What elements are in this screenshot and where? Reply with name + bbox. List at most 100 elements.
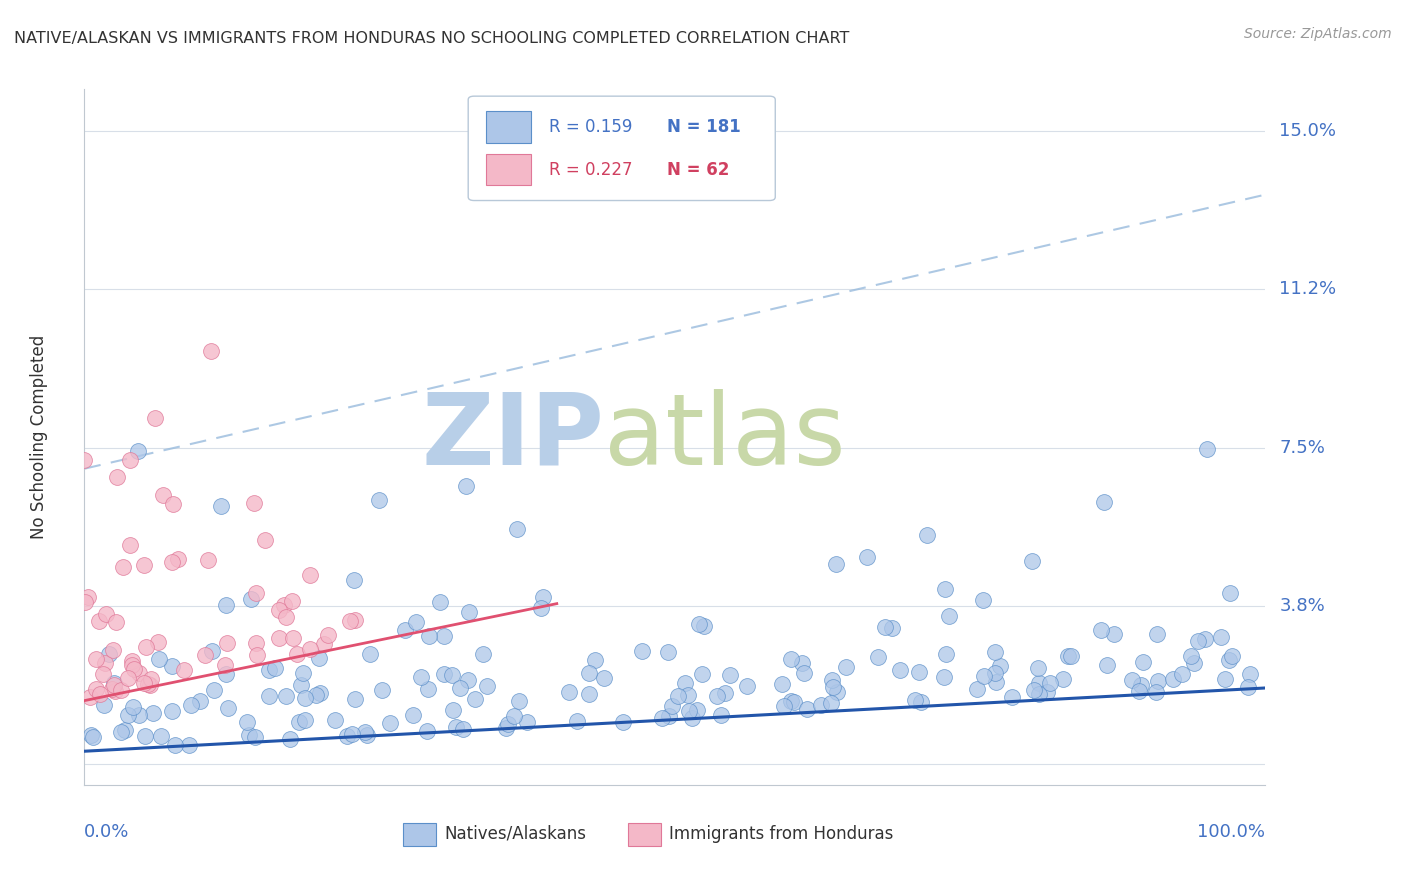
Point [780,694,803,708]
Point [856,549,879,564]
Text: 3.8%: 3.8% [1279,597,1324,615]
Point [593,671,616,685]
Point [166,552,188,566]
Point [1028,687,1050,701]
Point [1161,672,1184,686]
Point [882,621,904,635]
Point [339,615,361,629]
Text: 7.5%: 7.5% [1279,439,1326,457]
Point [238,728,260,742]
Point [578,666,600,681]
Text: 0.0%: 0.0% [84,823,129,841]
Point [118,538,141,552]
Point [904,692,927,706]
Point [84,652,107,666]
Point [451,722,474,736]
Point [1102,627,1125,641]
Point [496,717,519,731]
Point [276,610,298,624]
Point [820,696,842,710]
Point [91,667,114,681]
Point [269,632,291,646]
Bar [627,823,661,847]
Point [631,644,654,658]
Point [299,641,322,656]
Point [343,692,366,706]
Point [773,699,796,714]
Point [312,637,335,651]
Point [142,706,165,721]
Point [114,723,136,737]
Point [148,635,170,649]
Point [449,681,471,696]
Point [253,533,276,548]
Bar [404,823,436,847]
Point [73,594,96,608]
Point [984,645,1007,659]
Point [1239,667,1261,681]
Point [104,684,127,698]
Point [835,660,858,674]
Point [464,692,486,706]
Point [257,689,280,703]
Point [280,593,302,607]
Point [73,453,96,467]
Point [678,704,700,718]
Point [93,698,115,712]
Point [821,680,844,694]
Point [666,690,689,704]
Point [796,702,818,716]
Point [86,682,108,697]
Point [160,555,183,569]
Point [1022,683,1045,698]
Point [239,591,262,606]
Point [986,674,1008,689]
Point [128,665,150,680]
Point [433,667,456,681]
Text: R = 0.159: R = 0.159 [548,118,631,136]
Point [1056,649,1078,664]
Text: 15.0%: 15.0% [1279,122,1336,140]
Point [1028,676,1050,690]
Point [87,614,110,628]
Point [359,648,381,662]
Point [710,707,733,722]
Point [934,670,956,684]
Point [415,724,437,739]
Point [201,644,224,658]
Point [793,665,815,680]
Point [676,688,699,702]
Point [263,661,285,675]
Point [245,586,267,600]
Point [245,730,267,744]
Point [409,670,432,684]
Point [370,682,392,697]
Point [1021,554,1043,568]
Point [495,721,517,735]
Point [1182,656,1205,670]
Point [433,629,456,643]
Point [197,553,219,567]
Point [177,738,200,752]
Point [273,598,295,612]
Point [132,676,155,690]
Point [93,656,115,670]
Point [294,691,316,706]
Text: Immigrants from Honduras: Immigrants from Honduras [669,825,893,843]
Point [440,667,463,681]
Point [657,645,679,659]
Text: 11.2%: 11.2% [1279,280,1337,299]
Point [298,568,321,582]
Point [150,730,173,744]
Point [1218,653,1240,667]
Point [274,689,297,703]
Point [354,724,377,739]
Point [105,615,128,629]
Point [908,665,931,680]
Point [910,695,932,709]
Point [651,711,673,725]
Point [288,714,311,729]
Point [558,685,581,699]
Point [103,678,125,692]
Point [1144,685,1167,699]
